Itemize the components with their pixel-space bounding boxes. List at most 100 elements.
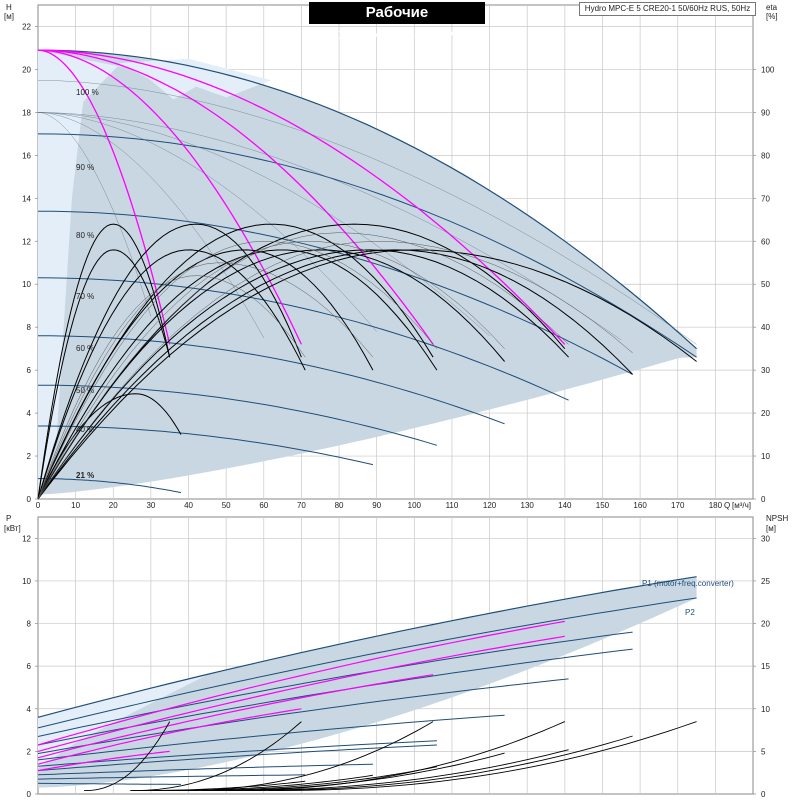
x-tick-label: 70 xyxy=(297,501,306,510)
efficiency-curve xyxy=(37,223,434,500)
npsh-curve xyxy=(268,721,697,792)
efficiency-curve xyxy=(37,249,438,500)
npsh-curve xyxy=(246,735,633,792)
x-tick-label: 170 xyxy=(671,501,685,510)
head-curve-21 xyxy=(38,478,182,494)
speed-label-50: 50 % xyxy=(76,386,94,395)
npsh-tick-label: 15 xyxy=(761,662,770,671)
speed-label-60: 60 % xyxy=(76,344,94,353)
p1-envelope-curve xyxy=(37,576,697,718)
x-tick-label: 180 xyxy=(709,501,723,510)
pump-head-curve-3 xyxy=(37,49,434,345)
y-right-tick-label: 40 xyxy=(761,323,770,332)
y-left-tick-label: 20 xyxy=(22,65,31,74)
y-left-tick-label: 14 xyxy=(22,194,31,203)
npsh-tick-label: 25 xyxy=(761,577,770,586)
power-speed-curve xyxy=(37,631,633,737)
x-tick-label: 160 xyxy=(633,501,647,510)
bottom-envelope-fill xyxy=(38,576,697,788)
npsh-tick-label: 5 xyxy=(761,747,766,756)
power-pump-curve xyxy=(37,674,434,759)
model-label: Hydro MPC-E 5 CRE20-1 50/60Hz RUS, 50Hz xyxy=(579,2,756,16)
npsh-curve xyxy=(201,752,505,792)
speed-label-80: 80 % xyxy=(76,231,94,240)
pump-head-curve-1 xyxy=(37,49,171,345)
x-axis-label: Q xyxy=(724,501,730,510)
y-left-tick-label: 22 xyxy=(22,22,31,31)
efficiency-curve xyxy=(37,249,633,500)
x-axis-unit: [м³/ч] xyxy=(732,501,751,510)
efficiency-curve xyxy=(37,223,171,500)
aux-head-curve xyxy=(37,112,377,332)
x-tick-label: 130 xyxy=(521,501,535,510)
head-curve-70 xyxy=(37,277,569,401)
power-speed-curve xyxy=(37,774,306,780)
npsh-tick-label: 20 xyxy=(761,620,770,629)
chart-title: Рабочие характеристики xyxy=(309,2,485,43)
npsh-tick-label: 0 xyxy=(761,790,766,799)
efficiency-curve xyxy=(37,223,302,500)
y-left-tick-label: 6 xyxy=(27,366,32,375)
p-tick-label: 6 xyxy=(27,662,32,671)
aux-efficiency-curve xyxy=(37,241,438,500)
p-tick-label: 8 xyxy=(27,620,32,629)
power-speed-curve xyxy=(37,763,373,776)
efficiency-curve xyxy=(37,223,566,500)
y-right-tick-label: 20 xyxy=(761,409,770,418)
y-right-tick-label: 100 xyxy=(761,65,775,74)
aux-head-curve xyxy=(37,112,265,339)
npsh-curve xyxy=(84,721,171,792)
npsh-curve xyxy=(131,780,306,792)
x-tick-label: 110 xyxy=(446,501,459,510)
power-speed-curve xyxy=(37,740,437,767)
npsh-curve xyxy=(155,774,373,792)
efficiency-curve xyxy=(37,393,182,500)
x-tick-label: 0 xyxy=(36,501,41,510)
npsh-tick-label: 30 xyxy=(761,534,770,543)
speed-label-70: 70 % xyxy=(76,292,94,301)
pump-head-curve-2 xyxy=(37,49,302,345)
head-curve-60 xyxy=(38,335,505,425)
x-tick-label: 90 xyxy=(372,501,381,510)
x-tick-label: 10 xyxy=(71,501,80,510)
x-tick-label: 140 xyxy=(558,501,572,510)
p-tick-label: 2 xyxy=(27,747,32,756)
p-tick-label: 12 xyxy=(22,534,31,543)
power-pump-curve xyxy=(37,620,565,746)
p1-series-label: P1 (motor+freq.converter) xyxy=(642,579,734,588)
efficiency-curve xyxy=(37,249,171,500)
head-curve-80 xyxy=(37,210,633,375)
npsh-axis-label: NPSH xyxy=(766,514,788,523)
x-tick-label: 100 xyxy=(408,501,422,510)
speed-label-100: 100 % xyxy=(76,88,99,97)
y-left-axis-label: H xyxy=(6,3,12,12)
y-right-tick-label: 60 xyxy=(761,237,770,246)
y-left-tick-label: 8 xyxy=(27,323,32,332)
power-speed-curve xyxy=(37,744,437,772)
speed-label-21: 21 % xyxy=(76,471,94,480)
aux-head-curve xyxy=(37,112,152,317)
top-light-band xyxy=(38,50,189,495)
aux-efficiency-curve xyxy=(37,241,633,500)
y-right-tick-label: 90 xyxy=(761,108,770,117)
x-tick-label: 40 xyxy=(184,501,193,510)
npsh-axis-unit: [м] xyxy=(766,524,776,533)
y-right-axis-unit: [%] xyxy=(766,12,778,21)
efficiency-curve xyxy=(37,249,306,500)
efficiency-curve xyxy=(37,249,569,500)
y-left-tick-label: 10 xyxy=(22,280,31,289)
y-right-tick-label: 10 xyxy=(761,452,770,461)
p-axis-label: P xyxy=(6,514,11,523)
head-curve-50 xyxy=(38,384,438,446)
efficiency-curve xyxy=(37,249,697,500)
y-right-tick-label: 80 xyxy=(761,151,770,160)
aux-efficiency-curve xyxy=(37,262,374,500)
p2-series-label: P2 xyxy=(685,608,695,617)
power-speed-curve xyxy=(37,782,181,785)
speed-label-40: 40 % xyxy=(76,425,94,434)
x-tick-label: 150 xyxy=(596,501,610,510)
npsh-curve xyxy=(222,721,565,792)
x-tick-label: 30 xyxy=(146,501,155,510)
y-left-tick-label: 12 xyxy=(22,237,31,246)
